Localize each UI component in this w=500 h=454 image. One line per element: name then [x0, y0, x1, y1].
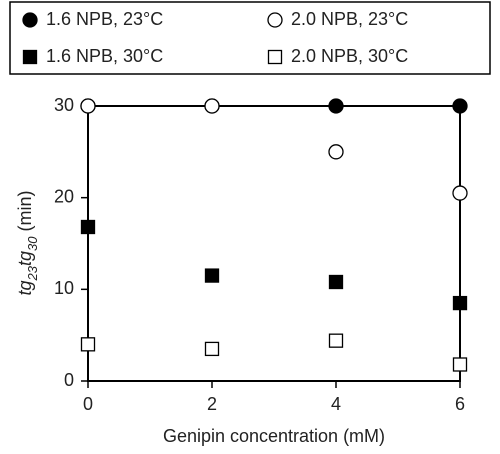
x-tick-label: 0: [83, 394, 93, 414]
data-point: [80, 337, 96, 352]
data-point: [80, 219, 96, 235]
x-tick-label: 2: [207, 394, 217, 414]
y-tick-label: 0: [64, 370, 74, 390]
data-point: [328, 333, 344, 348]
data-point: [452, 98, 468, 114]
y-tick-label: 30: [54, 95, 74, 115]
legend-marker: [267, 12, 283, 28]
legend-label: 2.0 NPB, 30°C: [291, 46, 408, 66]
x-axis-label: Genipin concentration (mM): [163, 426, 385, 446]
data-point: [328, 274, 344, 290]
data-point: [452, 357, 468, 372]
legend-marker: [22, 12, 38, 28]
y-tick-label: 20: [54, 186, 74, 206]
data-point: [80, 98, 96, 114]
y-label-part: 23: [25, 265, 40, 281]
y-axis-label: tg23tg30 (min): [15, 191, 40, 296]
data-point: [328, 144, 344, 160]
legend-box: [9, 1, 491, 75]
legend-marker: [267, 49, 283, 65]
legend-marker: [22, 49, 38, 65]
y-label-part: 30: [25, 236, 40, 251]
data-point: [452, 185, 468, 201]
y-label-part: tg: [15, 280, 35, 295]
data-point: [452, 295, 468, 311]
plot-frame: [87, 105, 461, 382]
data-point: [204, 98, 220, 114]
y-label-part: (min): [15, 191, 35, 237]
legend-label: 1.6 NPB, 23°C: [46, 9, 163, 29]
x-tick-label: 4: [331, 394, 341, 414]
y-label-part: tg: [15, 251, 35, 266]
data-point: [204, 341, 220, 357]
data-point: [204, 268, 220, 283]
data-point: [328, 98, 344, 114]
x-tick-label: 6: [455, 394, 465, 414]
legend-label: 1.6 NPB, 30°C: [46, 46, 163, 66]
legend-label: 2.0 NPB, 23°C: [291, 9, 408, 29]
y-tick-label: 10: [54, 278, 74, 298]
